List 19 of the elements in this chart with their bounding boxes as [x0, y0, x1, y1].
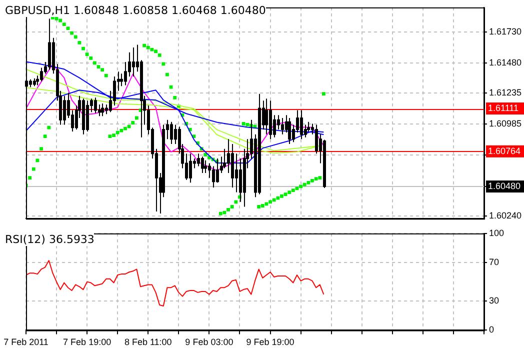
y-tick-label: 100 [489, 228, 504, 238]
y-tick-label: 0 [489, 324, 494, 335]
y-tick-label: 1.61730 [489, 26, 522, 37]
x-tick-label: 9 Feb 19:00 [246, 337, 294, 348]
y-tick-label: 1.60240 [489, 210, 522, 221]
chart-title: GBPUSD,H1 1.60848 1.60858 1.60468 1.60480 [5, 4, 266, 17]
y-tick-label: 70 [489, 256, 500, 267]
x-tick-label: 8 Feb 11:00 [124, 337, 172, 348]
x-tick-label: 9 Feb 03:00 [185, 337, 234, 348]
y-tick-label: 1.60985 [489, 118, 522, 129]
y-tick-label: 1.61235 [489, 88, 522, 98]
ref-line-label: 1.60764 [488, 146, 521, 156]
y-tick-label: 1.61480 [489, 57, 522, 68]
ref-line-label: 1.60480 [488, 180, 521, 191]
x-tick-label: 7 Feb 19:00 [63, 337, 112, 348]
chart-title: RSI(12) 36.5933 [5, 233, 94, 246]
ref-line-label: 1.61111 [488, 103, 519, 114]
x-tick-label: 7 Feb 2011 [4, 337, 48, 348]
y-tick-label: 30 [489, 296, 500, 306]
